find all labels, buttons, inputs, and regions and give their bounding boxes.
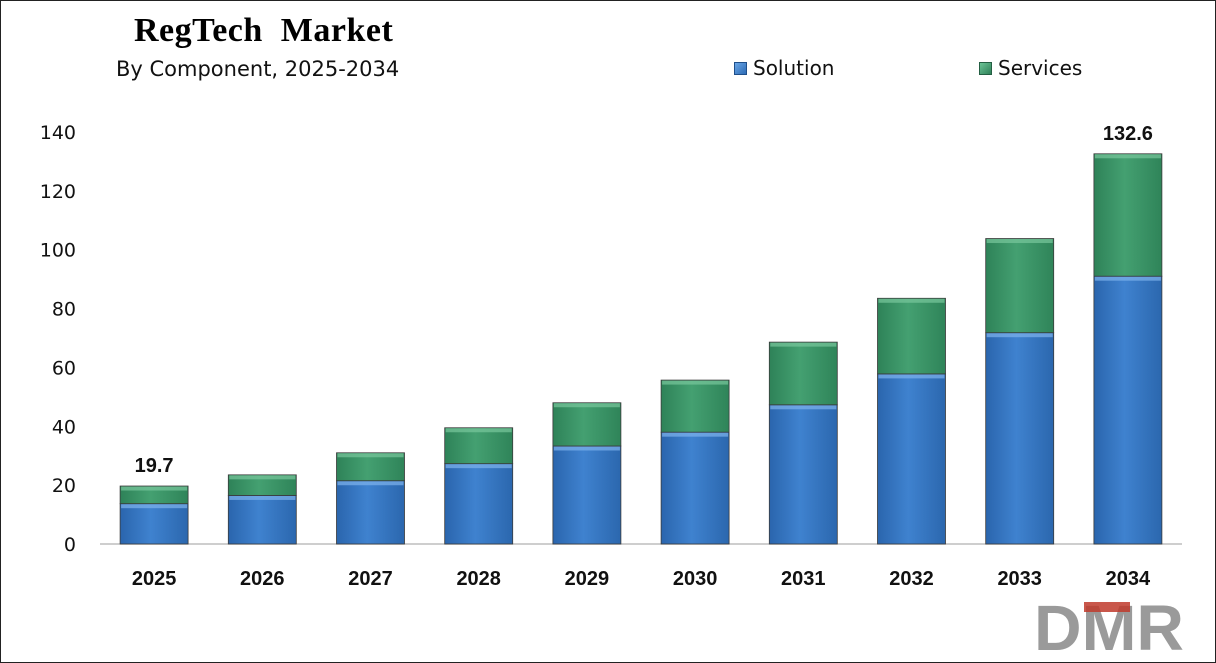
bar-services-2030 xyxy=(660,379,730,433)
legend-swatch-services xyxy=(979,61,992,75)
bar-highlight-solution-2032 xyxy=(878,374,945,379)
bar-services-2026 xyxy=(227,474,297,496)
bar-solution-2026 xyxy=(227,495,297,545)
y-tick-label: 80 xyxy=(52,299,76,321)
bar-highlight-services-2034 xyxy=(1094,154,1161,159)
y-tick-label: 100 xyxy=(40,240,76,262)
bar-solution-2031 xyxy=(768,404,838,545)
bar-services-2028 xyxy=(444,427,514,465)
x-tick-label-2032: 2032 xyxy=(889,568,934,590)
bar-highlight-solution-2033 xyxy=(986,333,1053,338)
bar-highlight-solution-2031 xyxy=(770,405,837,410)
y-tick-label: 20 xyxy=(52,475,76,497)
bar-highlight-solution-2028 xyxy=(445,464,512,469)
bar-solution-2033 xyxy=(985,332,1055,545)
bar-highlight-solution-2034 xyxy=(1094,276,1161,281)
chart-subtitle: By Component, 2025-2034 xyxy=(116,57,400,81)
bar-highlight-services-2032 xyxy=(878,298,945,303)
x-tick-label-2029: 2029 xyxy=(565,568,610,590)
bar-highlight-services-2030 xyxy=(662,380,729,385)
y-tick-label: 120 xyxy=(40,181,76,203)
legend-label-solution: Solution xyxy=(753,56,835,80)
bar-highlight-services-2031 xyxy=(770,342,837,347)
x-tick-label-2028: 2028 xyxy=(456,568,501,590)
bar-solution-2032 xyxy=(877,373,946,545)
bar-highlight-solution-2027 xyxy=(337,481,404,486)
bar-services-2031 xyxy=(768,341,838,406)
legend-item-services: Services xyxy=(979,56,1082,80)
x-tick-label-2031: 2031 xyxy=(781,568,826,590)
chart-title: RegTech Market xyxy=(134,12,394,49)
bar-solution-2027 xyxy=(336,480,405,545)
y-tick-label: 140 xyxy=(40,122,76,144)
bar-highlight-solution-2029 xyxy=(553,446,620,451)
y-tick-label: 60 xyxy=(52,357,76,379)
data-label-2034: 132.6 xyxy=(1103,123,1153,145)
bar-highlight-services-2028 xyxy=(445,428,512,433)
x-tick-label-2027: 2027 xyxy=(348,568,393,590)
bar-solution-2030 xyxy=(660,431,730,545)
data-label-2025: 19.7 xyxy=(135,455,174,477)
bar-highlight-services-2027 xyxy=(337,453,404,458)
dmr-logo-accent xyxy=(1084,602,1130,612)
bar-solution-2034 xyxy=(1093,275,1163,545)
legend-swatch-solution xyxy=(734,61,747,75)
bar-services-2033 xyxy=(985,238,1055,334)
x-tick-label-2030: 2030 xyxy=(673,568,718,590)
bar-highlight-solution-2030 xyxy=(662,432,729,437)
legend-item-solution: Solution xyxy=(734,56,834,80)
bar-highlight-solution-2026 xyxy=(229,495,296,500)
bar-solution-2025 xyxy=(119,503,189,545)
bar-solution-2029 xyxy=(552,445,622,545)
bar-services-2032 xyxy=(877,297,946,375)
bar-highlight-services-2026 xyxy=(229,475,296,480)
bar-highlight-services-2025 xyxy=(121,486,188,491)
bar-services-2029 xyxy=(552,402,622,447)
dmr-logo: DMR xyxy=(1034,598,1184,654)
y-tick-label: 40 xyxy=(52,416,76,438)
bar-highlight-services-2029 xyxy=(553,403,620,408)
bar-solution-2028 xyxy=(444,463,514,545)
x-tick-label-2034: 2034 xyxy=(1106,568,1151,590)
bar-services-2034 xyxy=(1093,153,1163,277)
bar-highlight-services-2033 xyxy=(986,239,1053,244)
legend-label-services: Services xyxy=(998,56,1083,80)
x-tick-label-2026: 2026 xyxy=(240,568,285,590)
x-tick-label-2033: 2033 xyxy=(997,568,1042,590)
x-tick-label-2025: 2025 xyxy=(132,568,177,590)
bar-highlight-solution-2025 xyxy=(121,504,188,509)
bar-services-2027 xyxy=(336,452,405,482)
y-tick-label: 0 xyxy=(64,534,76,556)
